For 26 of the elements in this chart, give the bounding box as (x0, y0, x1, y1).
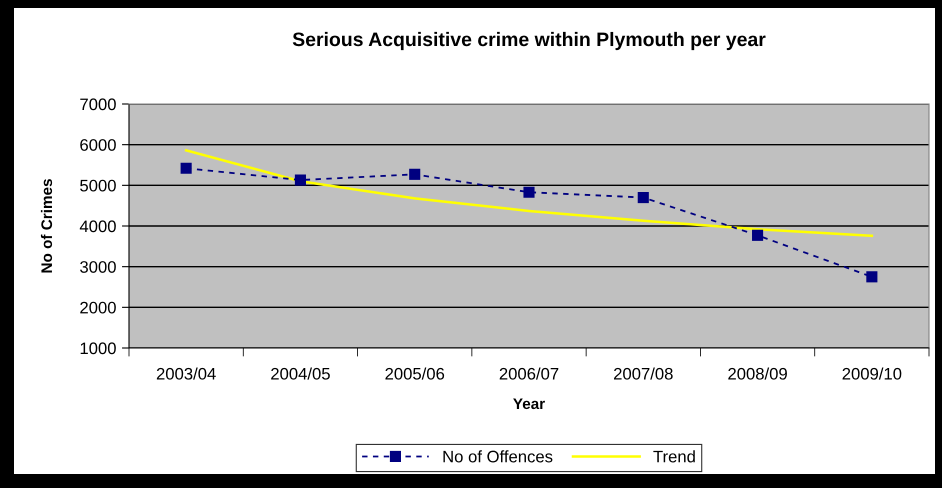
point (180, 162, 192, 174)
x-axis-title: Year (513, 398, 545, 410)
y-tick-label: 3000 (80, 261, 116, 273)
x-tick-label: 2003/04 (156, 367, 216, 380)
x-tick-label: 2007/08 (614, 367, 673, 380)
point (752, 230, 764, 241)
x-tick-label: 2005/06 (385, 367, 444, 380)
point (409, 168, 420, 180)
x-tick-label: 2009/10 (842, 367, 902, 380)
legend-label: Trend (653, 450, 695, 462)
y-tick-label: 5000 (80, 180, 116, 192)
y-tick-label: 2000 (80, 302, 116, 314)
point (866, 271, 878, 282)
point (523, 186, 535, 198)
y-tick-label: 4000 (80, 220, 116, 232)
point (638, 192, 649, 204)
y-tick-label: 7000 (80, 98, 116, 110)
legend-label: No of Offences (443, 450, 552, 462)
y-tick-label: 1000 (80, 342, 116, 354)
x-tick-label: 2004/05 (271, 367, 330, 380)
y-tick-label: 6000 (80, 139, 116, 151)
x-tick-label: 2006/07 (500, 367, 558, 380)
x-tick-label: 2008/09 (728, 367, 787, 380)
point (294, 174, 306, 186)
chart-title: Serious Acquisitive crime within Plymouth per year (292, 32, 766, 50)
y-axis-title: No of Crimes (40, 179, 52, 273)
